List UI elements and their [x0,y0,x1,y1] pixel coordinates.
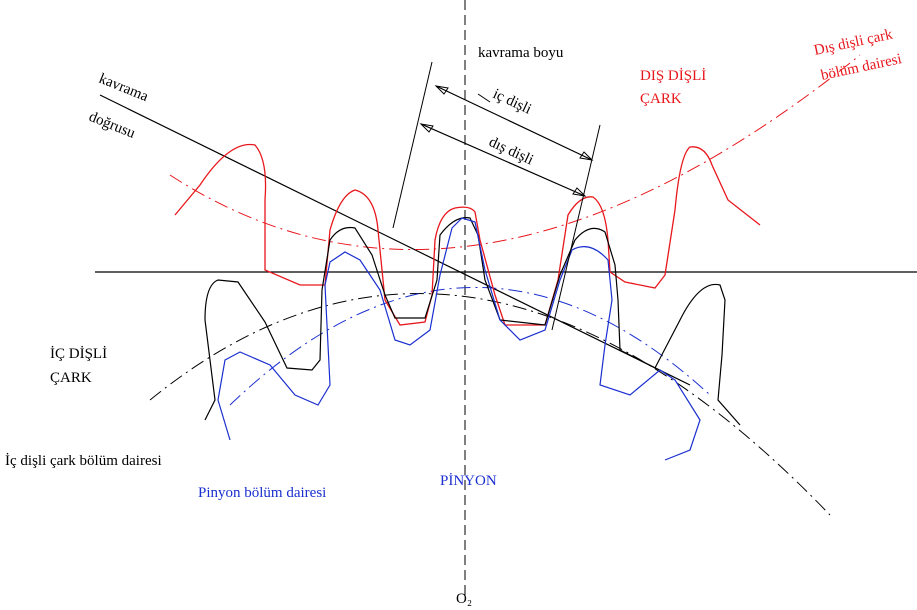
pinion-label: PİNYON [440,473,497,489]
extension-line [552,125,600,330]
external-pitch-label: bölüm dairesi [820,51,904,84]
internal-pitch-label: İç dişli çark bölüm dairesi [5,453,162,469]
internal-gear-label: ÇARK [50,370,92,386]
gear-diagram: kavrama boyu kavrama doğrusu iç dişli dı… [0,0,917,610]
internal-gear-label: İÇ DİŞLİ [50,346,107,362]
center-label: O₂ [456,591,472,607]
engagement-length-label: kavrama boyu [478,45,564,61]
internal-gear-length-label: iç dişli [490,86,533,118]
dimension-arrow [421,124,585,196]
pinion-pitch-circle [230,287,710,405]
line-of-action [100,95,690,385]
external-gear-label: DIŞ DİŞLİ [640,68,706,84]
external-gear-label: ÇARK [640,91,682,107]
extension-line [393,62,432,228]
leader [478,94,490,102]
pinion-teeth [218,218,700,460]
line-of-action-label: doğrusu [87,109,138,142]
line-of-action-label: kavrama [97,71,151,105]
external-gear-teeth [175,145,760,326]
internal-gear-teeth [205,218,740,425]
pinion-pitch-label: Pinyon bölüm dairesi [198,485,326,501]
